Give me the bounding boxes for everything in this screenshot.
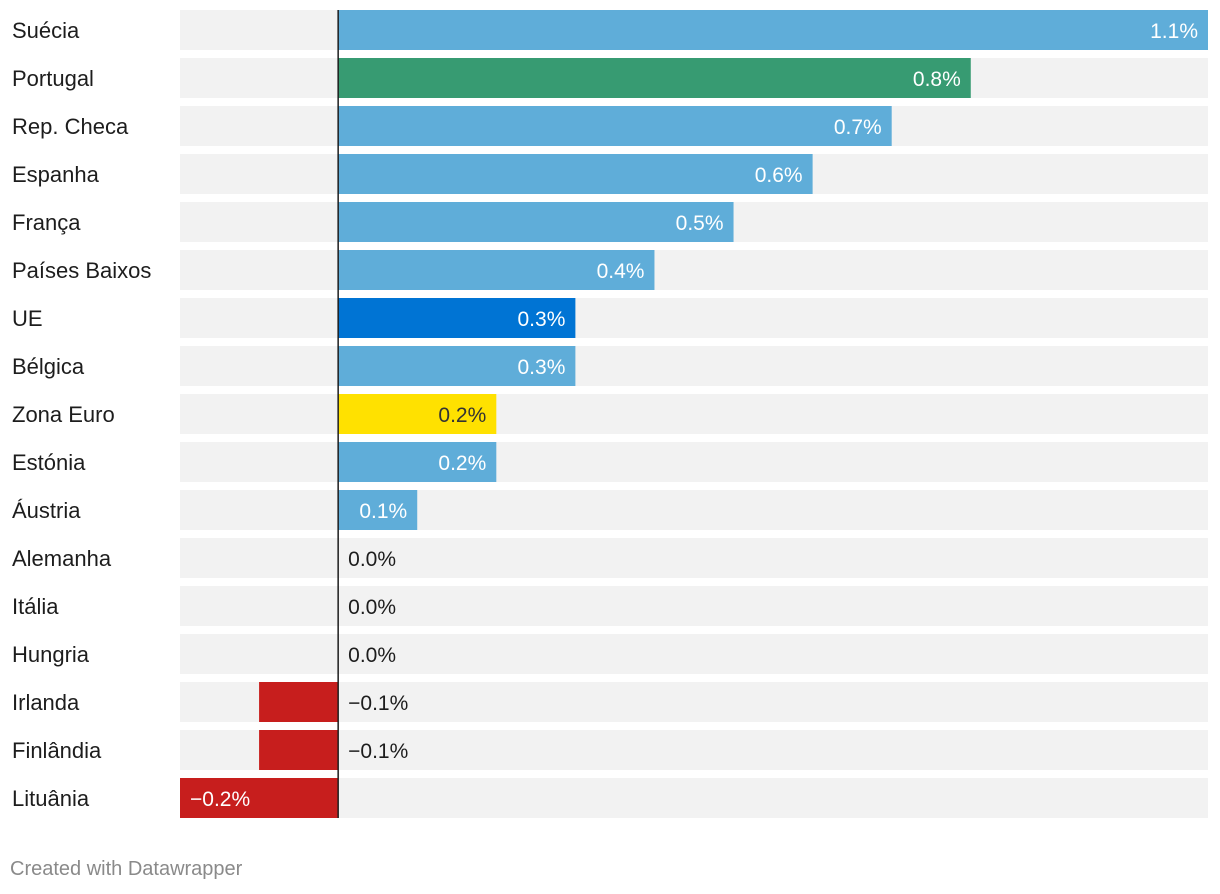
value-label-suecia: 1.1% <box>1150 20 1198 43</box>
row-background-estonia <box>180 442 1208 482</box>
bar-lituania[interactable] <box>180 778 339 818</box>
value-label-ue: 0.3% <box>518 308 566 331</box>
category-label-ue: UE <box>12 306 43 331</box>
row-background-irlanda <box>180 682 1208 722</box>
category-label-belgica: Bélgica <box>12 354 85 379</box>
bar-irlanda[interactable] <box>259 682 339 722</box>
bar-ue[interactable] <box>338 298 576 338</box>
value-label-estonia: 0.2% <box>438 452 486 475</box>
value-label-hungria: 0.0% <box>348 644 396 667</box>
bar-austria[interactable] <box>338 490 418 530</box>
category-label-finlandia: Finlândia <box>12 738 102 763</box>
row-background-italia <box>180 586 1208 626</box>
value-label-irlanda: −0.1% <box>348 692 408 715</box>
value-label-rep-checa: 0.7% <box>834 116 882 139</box>
row-background-alemanha <box>180 538 1208 578</box>
category-label-irlanda: Irlanda <box>12 690 80 715</box>
bar-rep-checa[interactable] <box>338 106 892 146</box>
category-label-hungria: Hungria <box>12 642 90 667</box>
row-background-paises-baixos <box>180 250 1208 290</box>
bar-espanha[interactable] <box>338 154 813 194</box>
category-label-alemanha: Alemanha <box>12 546 112 571</box>
row-background-finlandia <box>180 730 1208 770</box>
bar-estonia[interactable] <box>338 442 497 482</box>
category-label-estonia: Estónia <box>12 450 86 475</box>
category-label-italia: Itália <box>12 594 59 619</box>
value-label-italia: 0.0% <box>348 596 396 619</box>
row-background-austria <box>180 490 1208 530</box>
datawrapper-credit[interactable]: Created with Datawrapper <box>10 858 243 880</box>
value-label-zona-euro: 0.2% <box>438 404 486 427</box>
bar-finlandia[interactable] <box>259 730 339 770</box>
bar-zona-euro[interactable] <box>338 394 497 434</box>
category-label-paises-baixos: Países Baixos <box>12 258 151 283</box>
value-label-alemanha: 0.0% <box>348 548 396 571</box>
category-label-rep-checa: Rep. Checa <box>12 114 129 139</box>
category-label-espanha: Espanha <box>12 162 100 187</box>
category-label-zona-euro: Zona Euro <box>12 402 115 427</box>
bar-franca[interactable] <box>338 202 734 242</box>
value-label-finlandia: −0.1% <box>348 740 408 763</box>
value-label-franca: 0.5% <box>676 212 724 235</box>
row-background-ue <box>180 298 1208 338</box>
category-label-lituania: Lituânia <box>12 786 90 811</box>
row-background-lituania <box>180 778 1208 818</box>
row-background-hungria <box>180 634 1208 674</box>
category-label-franca: França <box>12 210 81 235</box>
value-label-austria: 0.1% <box>359 500 407 523</box>
row-background-belgica <box>180 346 1208 386</box>
value-label-portugal: 0.8% <box>913 68 961 91</box>
row-background-zona-euro <box>180 394 1208 434</box>
value-label-belgica: 0.3% <box>518 356 566 379</box>
bar-belgica[interactable] <box>338 346 576 386</box>
value-label-lituania: −0.2% <box>190 788 250 811</box>
value-label-espanha: 0.6% <box>755 164 803 187</box>
bar-portugal[interactable] <box>338 58 971 98</box>
bar-suecia[interactable] <box>338 10 1209 50</box>
value-label-paises-baixos: 0.4% <box>597 260 645 283</box>
bar-paises-baixos[interactable] <box>338 250 655 290</box>
category-label-austria: Áustria <box>12 498 81 523</box>
category-label-portugal: Portugal <box>12 66 94 91</box>
category-label-suecia: Suécia <box>12 18 80 43</box>
